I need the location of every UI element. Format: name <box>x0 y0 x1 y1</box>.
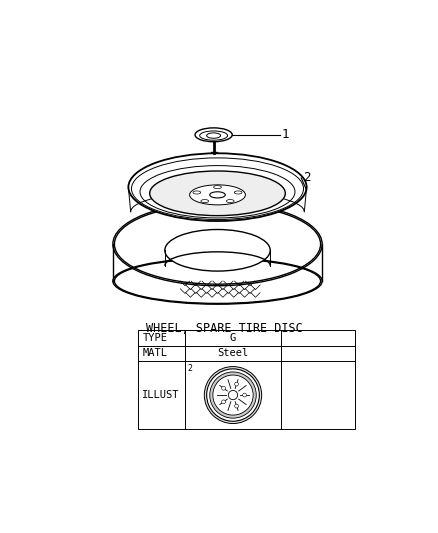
Ellipse shape <box>195 128 232 142</box>
Ellipse shape <box>234 191 242 194</box>
Text: 2: 2 <box>304 172 311 184</box>
Text: MATL: MATL <box>142 349 167 359</box>
Text: 1: 1 <box>282 128 290 141</box>
Circle shape <box>222 386 226 390</box>
Text: G: G <box>230 333 236 343</box>
Ellipse shape <box>213 375 253 415</box>
Text: TYPE: TYPE <box>142 333 167 343</box>
Circle shape <box>228 391 238 400</box>
Circle shape <box>243 393 247 397</box>
Text: Steel: Steel <box>217 349 249 359</box>
Bar <box>138 330 356 429</box>
Ellipse shape <box>210 192 225 198</box>
Text: 2: 2 <box>187 364 192 373</box>
Text: ILLUST: ILLUST <box>142 390 180 400</box>
Ellipse shape <box>193 191 201 194</box>
Ellipse shape <box>150 171 285 216</box>
Ellipse shape <box>201 199 208 203</box>
Ellipse shape <box>207 369 259 421</box>
Circle shape <box>235 404 239 408</box>
Ellipse shape <box>214 185 221 189</box>
Ellipse shape <box>165 230 270 271</box>
Ellipse shape <box>210 372 256 418</box>
Ellipse shape <box>204 367 261 424</box>
Ellipse shape <box>190 185 245 205</box>
Ellipse shape <box>128 154 307 221</box>
Ellipse shape <box>226 199 234 203</box>
Circle shape <box>235 382 239 386</box>
Text: WHEEL, SPARE TIRE DISC: WHEEL, SPARE TIRE DISC <box>146 322 303 335</box>
Circle shape <box>222 400 226 404</box>
Ellipse shape <box>140 166 295 218</box>
